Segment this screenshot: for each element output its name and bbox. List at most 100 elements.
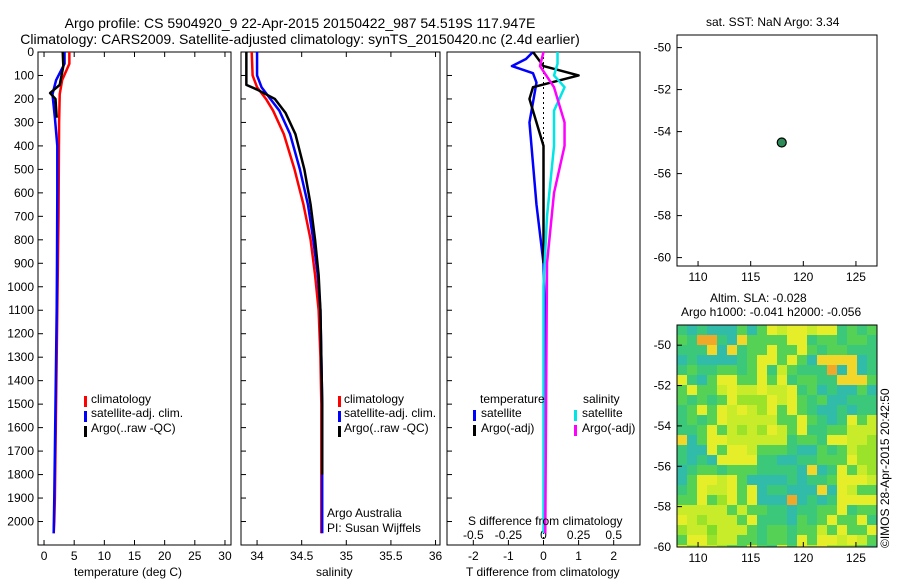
sla-heatmap-cell (847, 365, 857, 375)
sla-heatmap-cell (837, 525, 847, 535)
sla-heatmap-cell (777, 445, 787, 455)
sla-heatmap-cell (687, 445, 697, 455)
sla-heatmap-cell (757, 485, 767, 495)
sla-heatmap-cell (817, 455, 827, 465)
difference-xtick-label: -1 (503, 549, 514, 563)
sla-heatmap-cell (777, 515, 787, 525)
sla-heatmap-cell (767, 475, 777, 485)
salinity-xtick-label: 34 (250, 549, 264, 563)
sla-heatmap-cell (777, 545, 787, 547)
sla-map-frame (676, 324, 878, 548)
temperature-xtick-label: 0 (41, 549, 48, 563)
sla-heatmap-cell (817, 405, 827, 415)
difference-legend-swatch-black (473, 425, 476, 436)
sla-heatmap-cell (867, 505, 877, 515)
sla-heatmap-cell (717, 485, 727, 495)
sla-heatmap-cell (737, 375, 747, 385)
sla-heatmap-cell (807, 415, 817, 425)
sla-heatmap-cell (827, 535, 837, 545)
sla-heatmap-cell (797, 495, 807, 505)
sla-heatmap-cell (797, 415, 807, 425)
sla-heatmap-cell (787, 415, 797, 425)
sla-heatmap-cell (797, 525, 807, 535)
sla-heatmap-cell (827, 475, 837, 485)
sla-heatmap-cell (697, 415, 707, 425)
sla-heatmap-cell (677, 325, 687, 335)
depth-ytick-label: 100 (14, 68, 34, 82)
sla-heatmap-cell (777, 385, 787, 395)
sla-heatmap-cell (807, 435, 817, 445)
sla-map-ytick-label: -56 (654, 459, 672, 473)
sla-heatmap-cell (757, 505, 767, 515)
sla-heatmap-cell (677, 345, 687, 355)
sla-heatmap-cell (797, 505, 807, 515)
salinity-plot-frame (240, 51, 441, 546)
sla-heatmap-cell (727, 345, 737, 355)
sla-heatmap-cell (847, 515, 857, 525)
sla-heatmap-cell (767, 445, 777, 455)
sla-heatmap-cell (747, 325, 757, 335)
sla-heatmap-cell (687, 485, 697, 495)
sla-heatmap-cell (757, 335, 767, 345)
depth-ytick-label: 1100 (8, 303, 34, 317)
sla-heatmap-cell (737, 395, 747, 405)
depth-ytick-label: 1000 (7, 280, 34, 294)
sla-heatmap-cell (717, 465, 727, 475)
sla-heatmap-cell (847, 495, 857, 505)
sla-heatmap-cell (807, 355, 817, 365)
sla-heatmap-cell (837, 415, 847, 425)
sla-heatmap-cell (747, 345, 757, 355)
sst-map-xtick-label: 120 (793, 270, 813, 284)
sla-heatmap-cell (777, 475, 787, 485)
sla-heatmap-cell (697, 435, 707, 445)
sla-heatmap-cell (677, 385, 687, 395)
sla-heatmap-cell (677, 515, 687, 525)
sla-heatmap-cell (687, 375, 697, 385)
sla-heatmap-cell (727, 405, 737, 415)
sla-heatmap-cell (837, 495, 847, 505)
sla-heatmap-cell (857, 355, 867, 365)
temperature-xtick-label: 20 (158, 549, 172, 563)
sla-heatmap-cell (727, 435, 737, 445)
sla-heatmap-cell (857, 465, 867, 475)
sla-heatmap-cell (737, 475, 747, 485)
sla-heatmap-cell (747, 405, 757, 415)
sla-heatmap-cell (827, 445, 837, 455)
sla-heatmap-cell (797, 515, 807, 525)
sla-heatmap-cell (847, 345, 857, 355)
sla-heatmap-cell (687, 525, 697, 535)
sla-heatmap-cell (777, 375, 787, 385)
sla-heatmap-cell (727, 525, 737, 535)
diff-legend-head-left: temperature (480, 392, 545, 406)
sla-heatmap-cell (787, 485, 797, 495)
sla-heatmap-cell (817, 375, 827, 385)
sla-heatmap-cell (807, 545, 817, 547)
sla-heatmap-cell (767, 345, 777, 355)
sla-heatmap-cell (757, 475, 767, 485)
sla-heatmap-cell (867, 355, 877, 365)
sla-heatmap-cell (797, 435, 807, 445)
sla-heatmap-cell (737, 515, 747, 525)
sla-heatmap-cell (857, 415, 867, 425)
sla-heatmap-cell (797, 375, 807, 385)
sla-heatmap-cell (747, 505, 757, 515)
sla-heatmap-cell (837, 475, 847, 485)
sla-heatmap-cell (767, 355, 777, 365)
sla-heatmap-cell (707, 345, 717, 355)
sla-heatmap-cell (827, 365, 837, 375)
sla-heatmap-cell (717, 395, 727, 405)
sla-heatmap-cell (837, 405, 847, 415)
sla-heatmap-cell (717, 515, 727, 525)
sla-heatmap-cell (817, 505, 827, 515)
sla-heatmap-cell (787, 365, 797, 375)
sla-heatmap-cell (847, 545, 857, 547)
difference-legend-swatch-blue (473, 410, 476, 421)
sla-heatmap-cells (677, 325, 877, 547)
sla-heatmap-cell (727, 375, 737, 385)
difference-xtick-label: 0 (540, 549, 547, 563)
temperature-line-black (48, 51, 65, 118)
sla-heatmap-cell (717, 455, 727, 465)
sla-heatmap-cell (717, 345, 727, 355)
sla-heatmap-cell (697, 325, 707, 335)
